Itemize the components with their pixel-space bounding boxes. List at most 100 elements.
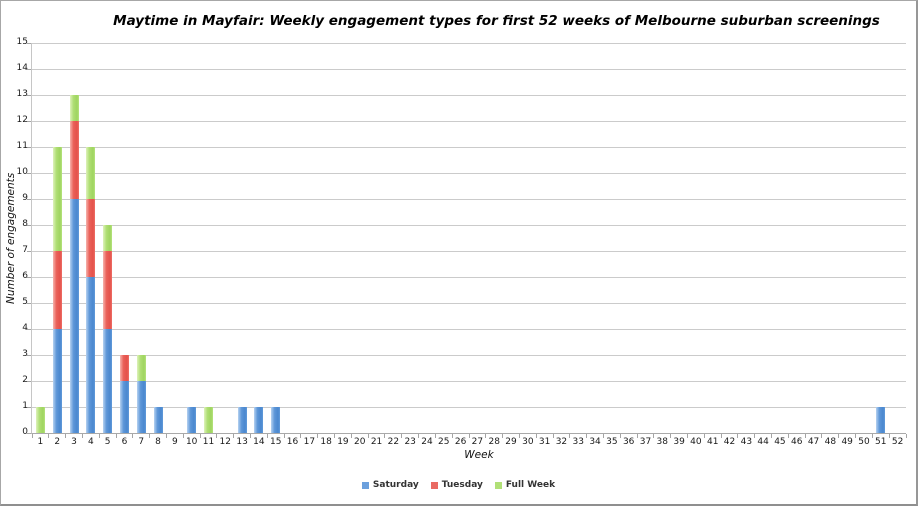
x-tick-label: 34 <box>589 437 601 447</box>
legend-swatch-full-week <box>494 481 502 489</box>
bar-segment-saturday <box>187 407 197 433</box>
gridline <box>32 354 906 356</box>
x-axis-tick <box>434 434 436 438</box>
y-axis-tick <box>27 198 31 200</box>
x-axis-tick <box>300 434 302 438</box>
x-tick-label: 42 <box>723 437 736 447</box>
x-tick-label: 47 <box>807 437 820 447</box>
x-axis-title: Week <box>464 449 494 461</box>
x-tick-label: 41 <box>706 437 719 447</box>
legend-item-tuesday: Tuesday <box>430 480 483 490</box>
x-axis-tick <box>350 434 352 438</box>
x-tick-label: 37 <box>639 437 652 447</box>
x-axis-tick <box>535 434 537 438</box>
y-axis-tick <box>27 354 31 356</box>
y-tick-label: 4 <box>22 323 28 333</box>
x-axis-tick <box>502 434 504 438</box>
x-axis-tick <box>888 434 890 438</box>
x-axis-tick <box>636 434 638 438</box>
x-tick-label: 21 <box>370 437 383 447</box>
y-axis-tick <box>27 224 31 226</box>
x-axis-tick <box>737 434 739 438</box>
bar-segment-tuesday <box>119 355 129 381</box>
x-tick-label: 8 <box>155 437 161 447</box>
chart-title: Maytime in Mayfair: Weekly engagement ty… <box>113 13 880 29</box>
bar-segment-saturday <box>153 407 163 433</box>
x-tick-label: 51 <box>875 437 887 447</box>
gridline <box>32 42 906 44</box>
gridline <box>32 68 906 70</box>
x-axis-tick <box>871 434 873 438</box>
bar-segment-full-week <box>136 355 146 381</box>
x-tick-label: 48 <box>824 437 837 447</box>
x-axis-tick <box>149 434 151 438</box>
x-tick-label: 20 <box>354 437 366 447</box>
y-tick-label: 13 <box>16 89 28 99</box>
x-axis-tick <box>384 434 386 438</box>
bar-segment-saturday <box>271 407 281 433</box>
x-axis-tick <box>317 434 319 438</box>
plot-area: 0 1 2 3 4 5 6 7 8 9 10 11 12 13 14 15 1 2 3 4 5 6 7 8 9 10 11 12 13 1… <box>17 37 907 447</box>
gridline <box>32 276 906 278</box>
x-axis-tick <box>602 434 604 438</box>
x-tick-label: 18 <box>320 437 332 447</box>
y-tick-label: 2 <box>22 375 28 385</box>
x-tick-label: 35 <box>606 437 618 447</box>
bar-segment-full-week <box>203 407 213 433</box>
x-tick-label: 32 <box>555 437 568 447</box>
bar-segment-saturday <box>86 277 96 433</box>
x-axis-tick <box>31 434 33 438</box>
x-tick-label: 38 <box>656 437 668 447</box>
x-axis-tick <box>670 434 672 438</box>
y-axis-tick <box>27 406 31 408</box>
x-axis-tick <box>48 434 50 438</box>
x-tick-label: 5 <box>104 437 111 447</box>
x-axis-tick <box>855 434 857 438</box>
x-axis-tick <box>771 434 773 438</box>
x-axis-tick <box>115 434 117 438</box>
x-axis-tick <box>720 434 722 438</box>
x-axis-tick <box>687 434 688 438</box>
bar-segment-full-week <box>86 147 96 199</box>
y-tick-label: 15 <box>16 37 28 47</box>
y-axis-tick <box>27 250 31 252</box>
y-axis-tick <box>27 120 31 122</box>
x-axis-tick <box>266 434 268 438</box>
x-tick-label: 43 <box>740 437 753 447</box>
x-axis-tick <box>367 434 369 438</box>
y-axis-tick <box>27 380 31 382</box>
y-tick-label: 9 <box>22 193 28 203</box>
bar-segment-tuesday <box>52 251 62 329</box>
x-tick-label: 33 <box>572 437 584 447</box>
y-tick-label: 6 <box>22 271 28 281</box>
bar-segment-saturday <box>254 407 264 433</box>
legend-label-tuesday: Tuesday <box>441 480 483 490</box>
y-tick-label: 12 <box>16 115 28 125</box>
x-axis-tick <box>401 434 403 438</box>
legend-item-full-week: Full Week <box>494 480 555 490</box>
x-tick-label: 30 <box>522 437 534 447</box>
x-axis-tick <box>199 434 201 438</box>
x-axis-tick <box>334 434 336 438</box>
gridline <box>32 406 906 408</box>
bar-segment-saturday <box>119 381 129 433</box>
gridline <box>32 302 906 304</box>
x-tick-label: 2 <box>54 437 61 447</box>
x-tick-label: 28 <box>488 437 500 447</box>
legend-swatch-saturday <box>361 481 369 489</box>
gridline <box>32 146 906 148</box>
bar-segment-saturday <box>876 407 886 433</box>
gridline <box>32 328 906 330</box>
x-axis-tick <box>619 434 621 438</box>
y-axis-tick <box>27 432 31 434</box>
x-axis-tick <box>586 434 588 438</box>
gridline <box>32 94 906 96</box>
x-axis-tick <box>804 434 806 438</box>
y-tick-label: 3 <box>22 349 28 359</box>
x-axis-tick <box>81 434 83 438</box>
x-tick-label: 9 <box>171 437 178 447</box>
x-tick-label: 49 <box>841 437 853 447</box>
x-axis-tick <box>65 434 67 438</box>
y-axis-tick <box>27 146 31 148</box>
gridline <box>32 224 906 226</box>
